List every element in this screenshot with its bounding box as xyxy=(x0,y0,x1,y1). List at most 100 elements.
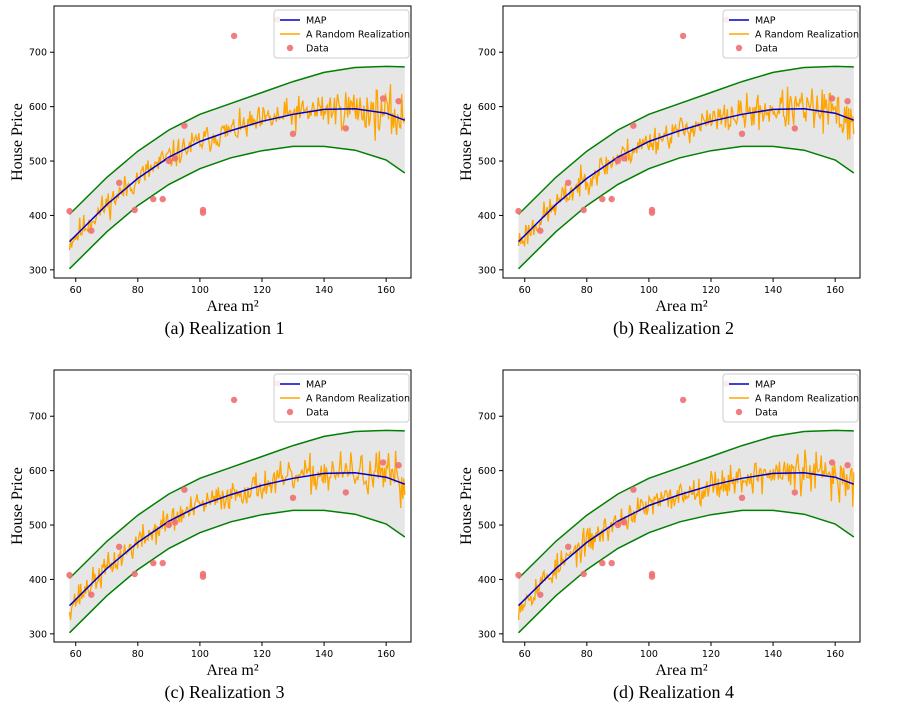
map-line xyxy=(517,472,855,607)
data-point xyxy=(181,486,188,493)
x-tick-label: 60 xyxy=(70,285,82,296)
y-tick-label: 300 xyxy=(29,629,47,640)
data-point xyxy=(599,195,606,203)
y-tick-label: 700 xyxy=(478,412,496,423)
data-point xyxy=(580,206,587,214)
data-point xyxy=(230,32,238,40)
data-point xyxy=(537,591,544,598)
upper-bound-line xyxy=(68,429,405,579)
data-point xyxy=(395,462,402,469)
data-point xyxy=(515,571,522,579)
y-tick-label: 300 xyxy=(478,629,496,640)
data-point xyxy=(844,98,851,105)
y-tick-label: 600 xyxy=(29,466,47,477)
chart-b: 60 80 100 120 140 160 300 400 500 600 700 House Pri… xyxy=(458,5,861,315)
data-point xyxy=(648,209,656,216)
confidence-band xyxy=(69,66,405,269)
data-point xyxy=(599,559,606,567)
data-point xyxy=(66,571,73,579)
chart-panel-d: 60 80 100 120 140 160 300 400 500 600 700 House Pri… xyxy=(449,364,898,718)
y-tick-label: 500 xyxy=(29,521,47,532)
x-tick-label: 140 xyxy=(315,649,333,660)
x-tick-label: 100 xyxy=(640,285,658,296)
x-tick-label: 140 xyxy=(315,285,333,296)
map-line xyxy=(68,108,406,243)
caption-a: (a) Realization 1 xyxy=(164,318,285,338)
data-point xyxy=(342,489,349,496)
data-point xyxy=(580,570,587,578)
data-point xyxy=(828,459,836,466)
x-tick-label: 120 xyxy=(702,649,720,660)
upper-bound-line xyxy=(517,429,854,579)
x-tick-label: 140 xyxy=(764,285,782,296)
x-tick-label: 100 xyxy=(191,649,209,660)
data-point xyxy=(620,155,628,162)
data-point xyxy=(379,459,387,466)
x-tick-label: 160 xyxy=(377,649,395,660)
data-point xyxy=(648,573,656,580)
data-point xyxy=(738,494,746,501)
x-tick-label: 140 xyxy=(764,649,782,660)
data-point xyxy=(537,227,544,234)
y-tick-label: 500 xyxy=(478,521,496,532)
data-point xyxy=(131,206,138,214)
upper-bound-line xyxy=(68,65,405,215)
y-axis-label: House Price xyxy=(458,467,475,545)
legend-swatch xyxy=(286,44,294,52)
y-tick-label: 400 xyxy=(29,211,47,222)
y-tick-label: 600 xyxy=(29,102,47,113)
x-tick-label: 120 xyxy=(253,649,271,660)
legend-label: A Random Realization xyxy=(755,394,859,405)
y-tick-label: 500 xyxy=(478,157,496,168)
map-line xyxy=(517,108,855,243)
data-point xyxy=(88,591,95,598)
random-realization-line xyxy=(68,84,406,251)
y-tick-label: 700 xyxy=(478,48,496,59)
legend-label: Data xyxy=(755,44,778,55)
data-point xyxy=(379,95,387,102)
legend-swatch xyxy=(735,408,743,416)
legend-label: MAP xyxy=(306,16,327,27)
data-point xyxy=(230,396,238,404)
plot-frame xyxy=(502,369,861,643)
data-point xyxy=(116,543,123,550)
x-tick-label: 100 xyxy=(640,649,658,660)
plot-frame xyxy=(502,5,861,279)
legend-label: Data xyxy=(306,44,329,55)
data-point xyxy=(679,396,687,404)
x-axis-label: Area m² xyxy=(655,298,708,315)
data-point xyxy=(791,125,798,132)
x-tick-label: 60 xyxy=(519,285,531,296)
x-tick-label: 80 xyxy=(581,285,593,296)
legend: MAP A Random Realization Data xyxy=(722,373,859,423)
data-point xyxy=(131,570,138,578)
legend-label: A Random Realization xyxy=(306,394,410,405)
data-point xyxy=(679,32,687,40)
legend-label: Data xyxy=(306,408,329,419)
data-point xyxy=(630,486,637,493)
y-tick-label: 300 xyxy=(29,265,47,276)
x-axis-label: Area m² xyxy=(655,662,708,679)
data-point xyxy=(289,130,297,137)
legend: MAP A Random Realization Data xyxy=(273,9,410,59)
data-point xyxy=(116,179,123,186)
random-realization-line xyxy=(517,449,855,620)
x-tick-label: 80 xyxy=(581,649,593,660)
data-point xyxy=(791,489,798,496)
plot-frame xyxy=(53,369,412,643)
legend-label: Data xyxy=(755,408,778,419)
x-tick-label: 160 xyxy=(826,285,844,296)
x-tick-label: 120 xyxy=(702,285,720,296)
chart-panel-c: 60 80 100 120 140 160 300 400 500 600 700 House Pri… xyxy=(0,364,449,718)
legend: MAP A Random Realization Data xyxy=(273,373,410,423)
data-point xyxy=(515,207,522,215)
x-tick-label: 120 xyxy=(253,285,271,296)
chart-a: 60 80 100 120 140 160 300 400 500 600 700 House Pri… xyxy=(9,5,412,315)
data-point xyxy=(614,157,622,165)
data-point xyxy=(165,157,173,165)
y-tick-label: 600 xyxy=(478,102,496,113)
y-axis-label: House Price xyxy=(9,467,26,545)
data-point xyxy=(159,559,166,567)
x-axis-label: Area m² xyxy=(206,298,259,315)
legend-label: MAP xyxy=(755,16,776,27)
